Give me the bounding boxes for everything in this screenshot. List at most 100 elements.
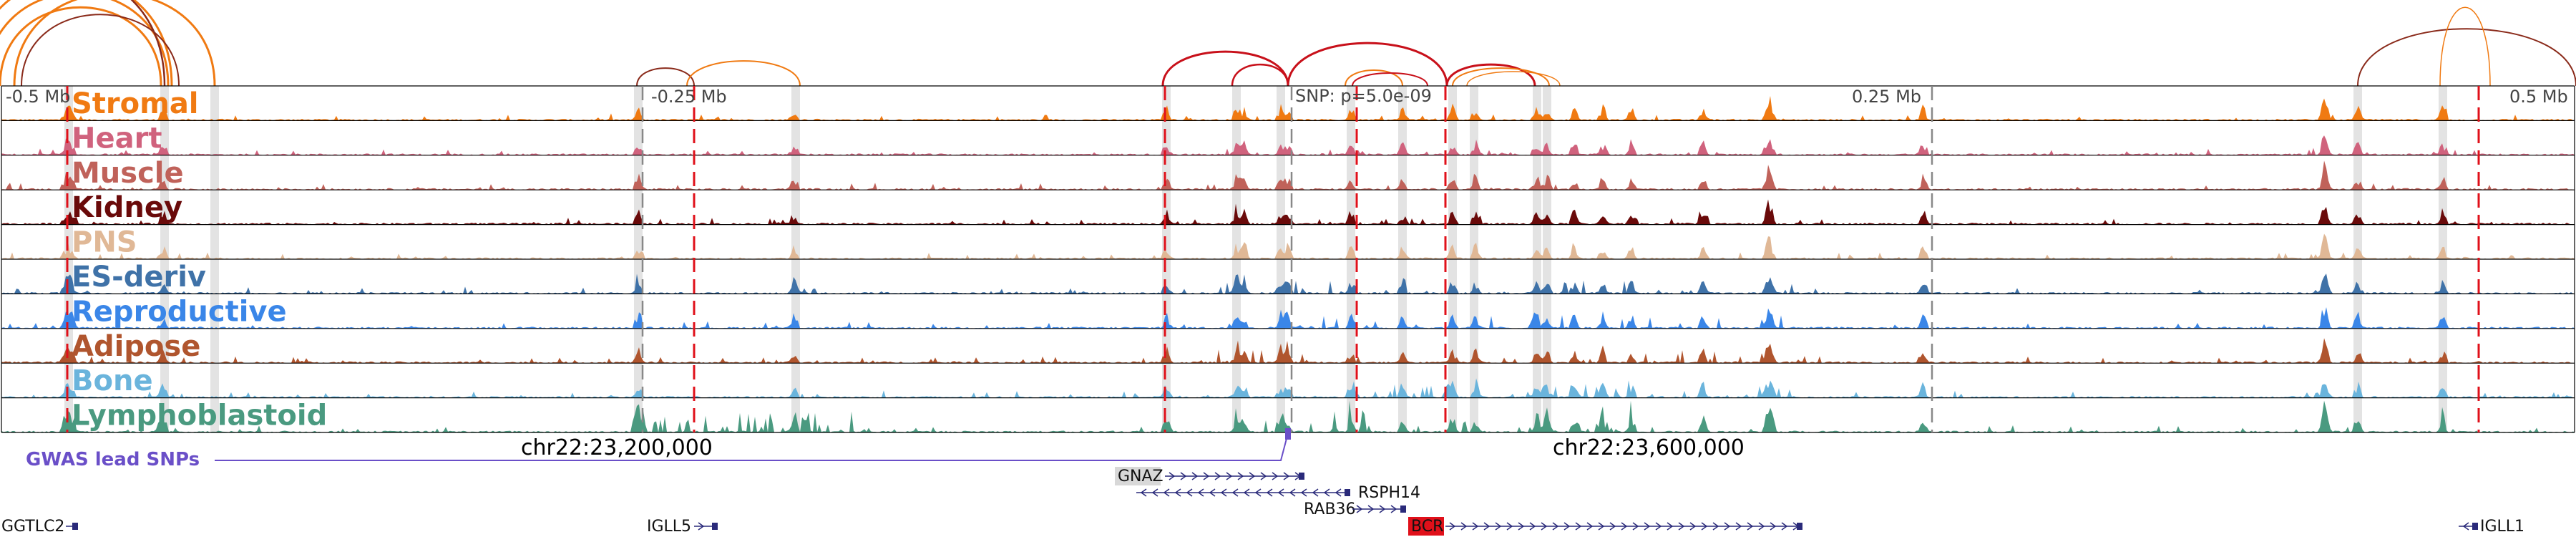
strand-arrow xyxy=(1197,488,1204,497)
track-label: Adipose xyxy=(72,330,200,363)
strand-arrow xyxy=(1460,522,1468,531)
loop-arc xyxy=(2357,28,2576,87)
coordinate-labels: chr22:23,200,000 chr22:23,600,000 xyxy=(521,435,1745,460)
strand-arrow xyxy=(1689,522,1697,531)
signal-area-stromal xyxy=(1,96,2575,121)
strand-arrow xyxy=(1598,522,1605,531)
loop-arc xyxy=(1452,67,1550,87)
strand-arrow xyxy=(1449,522,1456,531)
strand-arrow xyxy=(1712,522,1719,531)
signal-area-reproductive xyxy=(1,306,2575,329)
track-label: Muscle xyxy=(72,157,184,190)
loop-arc xyxy=(0,6,162,87)
track-label: Bone xyxy=(72,364,153,397)
gwas-lead-snps: GWAS lead SNPs xyxy=(26,428,1291,470)
strand-arrow xyxy=(1226,472,1233,480)
track-label: PNS xyxy=(72,226,137,259)
strand-arrow xyxy=(1655,522,1662,531)
strand-arrow xyxy=(1266,488,1273,497)
signal-area-bone xyxy=(1,378,2575,398)
loop-arc xyxy=(1352,72,1428,87)
signal-area-muscle xyxy=(1,160,2575,190)
loop-arc xyxy=(0,0,173,87)
gene-label-highlight xyxy=(1408,517,1444,536)
strand-arrow xyxy=(1237,472,1244,480)
gwas-snp-mark xyxy=(1285,428,1291,440)
strand-arrow xyxy=(1541,522,1548,531)
gene-exon xyxy=(1797,523,1802,530)
strand-arrow xyxy=(1518,522,1525,531)
signal-area-heart xyxy=(1,135,2575,155)
loop-arc xyxy=(1161,50,1289,87)
track-label: Heart xyxy=(72,122,162,155)
strand-arrow xyxy=(698,522,705,531)
loop-arc xyxy=(1287,42,1448,87)
track-label: Lymphoblastoid xyxy=(72,400,327,432)
strand-arrow xyxy=(1390,505,1397,513)
strand-arrow xyxy=(1277,488,1284,497)
strand-arrow xyxy=(1781,522,1788,531)
loop-arc xyxy=(13,0,216,87)
loop-arc xyxy=(1445,63,1536,87)
strand-arrow xyxy=(1312,488,1319,497)
loop-arc xyxy=(686,60,801,87)
strand-arrow xyxy=(1667,522,1674,531)
track-labels: StromalHeartMuscleKidneyPNSES-derivRepro… xyxy=(72,87,327,432)
gwas-lead-snps-label: GWAS lead SNPs xyxy=(26,449,200,470)
signal-area-lymphoblastoid xyxy=(1,400,2575,432)
strand-arrow xyxy=(1621,522,1628,531)
strand-arrow xyxy=(1747,522,1754,531)
strand-arrow xyxy=(1563,522,1571,531)
strand-arrow xyxy=(1379,505,1386,513)
strand-arrow xyxy=(1169,472,1176,480)
gene-exon xyxy=(1299,473,1304,480)
loop-arc xyxy=(130,0,166,87)
gene-exon xyxy=(1345,489,1350,496)
track-label: Stromal xyxy=(72,87,199,120)
signal-area-es-deriv xyxy=(1,274,2575,294)
track-label: Kidney xyxy=(72,191,182,224)
strand-arrow xyxy=(1249,472,1256,480)
track-label: ES-deriv xyxy=(72,261,206,294)
loop-arc xyxy=(1345,69,1403,87)
strand-arrow xyxy=(1586,522,1594,531)
gene-exon xyxy=(2472,523,2478,530)
strand-arrow xyxy=(1644,522,1651,531)
gene-label-rab36: RAB36 xyxy=(1304,500,1356,518)
strand-arrow xyxy=(1632,522,1639,531)
coordinate-label: chr22:23,200,000 xyxy=(521,435,713,460)
strand-arrow xyxy=(1180,472,1187,480)
gene-label-gnaz: GNAZ xyxy=(1118,468,1163,485)
axis-tick-label: 0.25 Mb xyxy=(1852,87,1921,107)
loop-arc xyxy=(2439,6,2491,87)
strand-arrow xyxy=(1220,488,1227,497)
strand-arrow xyxy=(1174,488,1181,497)
strand-arrow xyxy=(1678,522,1685,531)
gene-exon xyxy=(712,523,718,530)
gene-label-highlight xyxy=(1115,467,1161,485)
axis-tick-label: 0.5 Mb xyxy=(2509,87,2568,107)
strand-arrow xyxy=(1151,488,1158,497)
strand-arrow xyxy=(1191,472,1199,480)
strand-arrow xyxy=(1323,488,1330,497)
snp-pvalue-note: SNP: p=5.0e-09 xyxy=(1295,86,1432,106)
strand-arrow xyxy=(1472,522,1479,531)
strand-arrow xyxy=(1186,488,1193,497)
strand-arrow xyxy=(1283,472,1290,480)
gene-label-rsph14: RSPH14 xyxy=(1358,484,1420,502)
genomic-axis: -0.5 Mb -0.25 Mb 0.25 Mb 0.5 Mb SNP: p=5… xyxy=(6,86,2568,107)
strand-arrow xyxy=(1735,522,1742,531)
strand-arrow xyxy=(1701,522,1708,531)
strand-arrow xyxy=(1552,522,1559,531)
strand-arrow xyxy=(1214,472,1221,480)
signal-area-pns xyxy=(1,233,2575,259)
strand-arrow xyxy=(1163,488,1170,497)
snp-marker-lines xyxy=(66,86,2480,432)
strand-arrow xyxy=(1483,522,1491,531)
axis-tick-label: -0.25 Mb xyxy=(651,87,727,107)
strand-arrow xyxy=(1506,522,1513,531)
track-label: Reproductive xyxy=(72,295,287,328)
signal-tracks xyxy=(1,85,2575,433)
